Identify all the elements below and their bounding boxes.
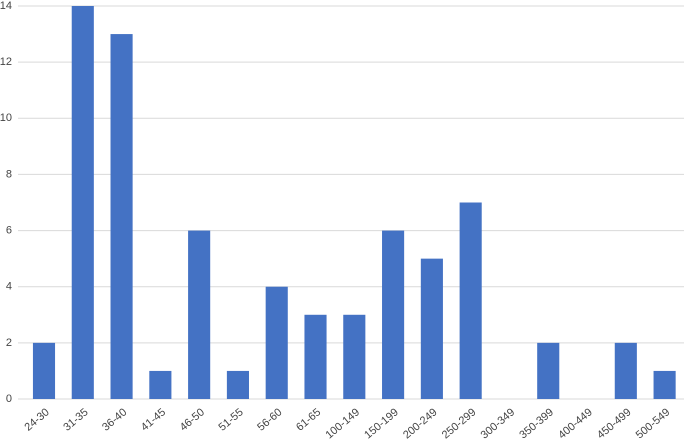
x-tick-label: 200-249 (401, 406, 440, 441)
y-tick-label: 6 (6, 224, 12, 236)
x-tick-label: 31-35 (61, 406, 90, 433)
bar (188, 230, 211, 399)
bar (343, 314, 366, 399)
x-tick-label: 350-399 (517, 406, 556, 441)
x-tick-label: 56-60 (255, 406, 284, 433)
x-tick-label: 450-499 (595, 406, 634, 441)
bar (653, 370, 676, 399)
y-tick-label: 10 (0, 112, 12, 124)
bar (226, 370, 249, 399)
x-tick-label: 500-549 (634, 406, 673, 441)
x-tick-label: 46-50 (178, 406, 207, 433)
y-tick-label: 8 (6, 168, 12, 180)
bar (149, 370, 172, 399)
x-tick-label: 300-349 (479, 406, 518, 441)
y-tick-label: 0 (6, 393, 12, 405)
x-tick-label: 51-55 (216, 406, 245, 433)
bar (537, 342, 560, 399)
x-tick-label: 250-299 (440, 406, 479, 441)
x-tick-label: 24-30 (23, 406, 52, 433)
y-tick-label: 12 (0, 56, 12, 68)
x-tick-label: 100-149 (323, 406, 362, 441)
bar (32, 342, 56, 399)
y-tick-label: 2 (6, 337, 12, 349)
x-tick-label: 41-45 (139, 406, 168, 433)
x-tick-label: 150-199 (362, 406, 401, 441)
y-tick-label: 14 (0, 0, 12, 12)
bar (71, 6, 94, 399)
bar (382, 230, 405, 399)
bar (420, 258, 443, 399)
y-tick-label: 4 (6, 281, 12, 293)
bar (459, 202, 482, 399)
bar (265, 286, 288, 399)
bar (614, 342, 637, 399)
x-tick-label: 400-449 (556, 406, 595, 441)
x-tick-label: 36-40 (100, 406, 129, 433)
bar (110, 34, 133, 399)
x-tick-label: 61-65 (294, 406, 323, 433)
bar (304, 314, 327, 399)
